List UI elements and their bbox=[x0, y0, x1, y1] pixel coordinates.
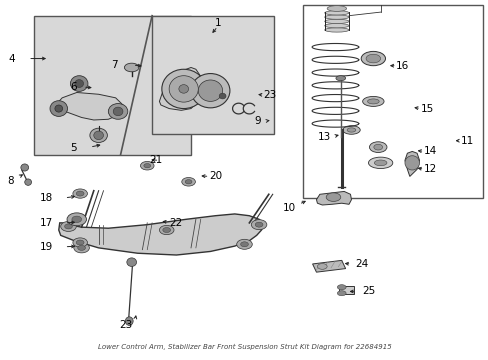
Ellipse shape bbox=[159, 225, 174, 235]
Text: 18: 18 bbox=[40, 193, 53, 203]
Text: 4: 4 bbox=[9, 54, 15, 64]
Text: 25: 25 bbox=[361, 287, 374, 296]
Text: 13: 13 bbox=[318, 132, 331, 142]
Text: 17: 17 bbox=[40, 218, 53, 228]
Ellipse shape bbox=[337, 285, 346, 290]
Ellipse shape bbox=[163, 228, 170, 233]
Ellipse shape bbox=[124, 63, 139, 72]
Ellipse shape bbox=[76, 240, 84, 245]
Text: 23: 23 bbox=[119, 320, 132, 330]
Ellipse shape bbox=[219, 93, 225, 99]
Text: 11: 11 bbox=[460, 136, 473, 146]
Ellipse shape bbox=[74, 243, 89, 253]
Text: 6: 6 bbox=[70, 82, 77, 92]
Ellipse shape bbox=[126, 258, 136, 266]
Ellipse shape bbox=[367, 99, 378, 104]
Ellipse shape bbox=[25, 179, 31, 185]
Ellipse shape bbox=[185, 180, 192, 184]
Ellipse shape bbox=[73, 238, 87, 247]
Text: 20: 20 bbox=[209, 171, 223, 181]
Ellipse shape bbox=[369, 142, 386, 153]
Polygon shape bbox=[159, 67, 203, 111]
Ellipse shape bbox=[324, 19, 348, 23]
Ellipse shape bbox=[404, 156, 419, 170]
Ellipse shape bbox=[324, 15, 348, 19]
Ellipse shape bbox=[125, 317, 133, 325]
Ellipse shape bbox=[362, 96, 383, 107]
Ellipse shape bbox=[366, 54, 380, 63]
Text: 14: 14 bbox=[423, 147, 436, 157]
Text: 16: 16 bbox=[395, 61, 408, 71]
Ellipse shape bbox=[346, 128, 355, 132]
Text: 10: 10 bbox=[282, 203, 295, 213]
Ellipse shape bbox=[198, 80, 222, 102]
Ellipse shape bbox=[251, 220, 266, 230]
Text: 23: 23 bbox=[263, 90, 276, 100]
Ellipse shape bbox=[255, 222, 263, 227]
Ellipse shape bbox=[75, 80, 83, 87]
Ellipse shape bbox=[324, 28, 348, 32]
Ellipse shape bbox=[324, 11, 348, 15]
Ellipse shape bbox=[55, 105, 62, 112]
Ellipse shape bbox=[72, 216, 81, 222]
Ellipse shape bbox=[368, 157, 392, 168]
Text: 22: 22 bbox=[168, 218, 182, 228]
Ellipse shape bbox=[143, 163, 150, 168]
Polygon shape bbox=[312, 260, 345, 272]
Ellipse shape bbox=[191, 73, 229, 108]
Ellipse shape bbox=[73, 189, 87, 198]
Text: 5: 5 bbox=[70, 143, 77, 153]
Ellipse shape bbox=[61, 221, 76, 231]
Polygon shape bbox=[404, 152, 419, 176]
Text: 12: 12 bbox=[423, 164, 436, 174]
Ellipse shape bbox=[342, 126, 360, 134]
Ellipse shape bbox=[162, 69, 205, 109]
Ellipse shape bbox=[182, 177, 195, 186]
Ellipse shape bbox=[70, 76, 88, 91]
Ellipse shape bbox=[140, 161, 154, 170]
Text: 8: 8 bbox=[7, 176, 14, 186]
Polygon shape bbox=[193, 76, 224, 102]
Ellipse shape bbox=[324, 23, 348, 28]
Ellipse shape bbox=[373, 160, 386, 166]
Ellipse shape bbox=[108, 104, 127, 119]
Ellipse shape bbox=[361, 51, 385, 66]
Text: 15: 15 bbox=[420, 104, 433, 113]
Ellipse shape bbox=[335, 76, 345, 81]
FancyBboxPatch shape bbox=[339, 287, 353, 294]
Ellipse shape bbox=[373, 144, 382, 150]
Ellipse shape bbox=[169, 76, 198, 102]
Text: 21: 21 bbox=[149, 156, 163, 165]
Text: 7: 7 bbox=[111, 60, 118, 70]
Text: 1: 1 bbox=[214, 18, 221, 28]
Ellipse shape bbox=[326, 6, 346, 12]
Ellipse shape bbox=[64, 224, 72, 229]
Polygon shape bbox=[34, 16, 191, 155]
Polygon shape bbox=[152, 16, 273, 134]
Ellipse shape bbox=[90, 128, 107, 143]
Polygon shape bbox=[52, 93, 122, 120]
Text: Lower Control Arm, Stabilizer Bar Front Suspension Strut Kit Diagram for 2268491: Lower Control Arm, Stabilizer Bar Front … bbox=[98, 343, 390, 350]
Polygon shape bbox=[316, 192, 351, 205]
Ellipse shape bbox=[21, 164, 29, 171]
Ellipse shape bbox=[94, 131, 103, 140]
Ellipse shape bbox=[50, 101, 67, 116]
Ellipse shape bbox=[337, 291, 346, 296]
Text: 9: 9 bbox=[254, 116, 261, 126]
Ellipse shape bbox=[76, 191, 84, 196]
Ellipse shape bbox=[325, 193, 340, 202]
Polygon shape bbox=[302, 5, 482, 198]
Text: 24: 24 bbox=[355, 259, 368, 269]
Polygon shape bbox=[59, 214, 264, 255]
Ellipse shape bbox=[179, 85, 188, 93]
Ellipse shape bbox=[317, 264, 326, 269]
Ellipse shape bbox=[240, 242, 248, 247]
Ellipse shape bbox=[67, 213, 86, 226]
Text: 19: 19 bbox=[40, 242, 53, 252]
Ellipse shape bbox=[236, 239, 252, 249]
Ellipse shape bbox=[113, 107, 122, 116]
Ellipse shape bbox=[78, 246, 85, 250]
